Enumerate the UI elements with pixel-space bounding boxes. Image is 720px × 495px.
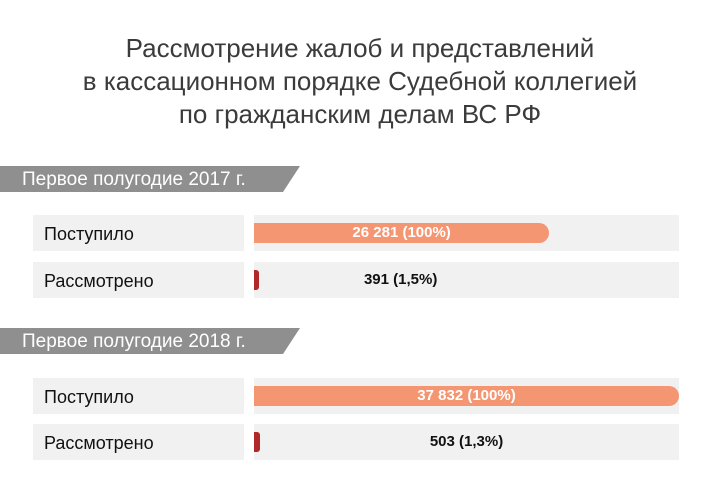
row-label-2017-reviewed: Рассмотрено	[33, 262, 244, 298]
chart-title-line-3: по гражданским делам ВС РФ	[178, 99, 542, 129]
row-label-2017-received: Поступило	[33, 215, 244, 251]
section-tag-shape	[0, 328, 300, 354]
bar-track-2018-received: 37 832 (100%)	[254, 378, 679, 414]
data-label-2017-reviewed: 391 (1,5%)	[363, 271, 438, 288]
data-label-2018-reviewed: 503 (1,3%)	[429, 433, 504, 450]
chart-title-line-2: в кассационном порядке Судебной коллегие…	[82, 66, 638, 96]
section-tag-2018: Первое полугодие 2018 г.	[0, 328, 300, 354]
section-label-2017: Первое полугодие 2017 г.	[22, 169, 246, 190]
section-tag-shape	[0, 166, 300, 192]
chart-title: Рассмотрение жалоб и представлений в кас…	[0, 32, 720, 131]
category-label: Поступило	[44, 387, 134, 407]
category-label: Рассмотрено	[44, 433, 154, 453]
section-label-2018: Первое полугодие 2018 г.	[22, 331, 246, 352]
data-label-2017-received: 26 281 (100%)	[352, 224, 451, 241]
bar-track-2017-reviewed: 391 (1,5%)	[254, 262, 679, 298]
bar-2018-reviewed	[254, 432, 260, 452]
bar-2017-received	[254, 223, 550, 243]
bar-2017-reviewed	[254, 270, 259, 290]
bar-track-2017-received: 26 281 (100%)	[254, 215, 679, 251]
bar-track-2018-reviewed: 503 (1,3%)	[254, 424, 679, 460]
category-label: Поступило	[44, 224, 134, 244]
row-label-2018-reviewed: Рассмотрено	[33, 424, 244, 460]
category-label: Рассмотрено	[44, 271, 154, 291]
row-label-2018-received: Поступило	[33, 378, 244, 414]
chart-title-line-1: Рассмотрение жалоб и представлений	[125, 33, 595, 63]
data-label-2018-received: 37 832 (100%)	[417, 387, 516, 404]
section-tag-2017: Первое полугодие 2017 г.	[0, 166, 300, 192]
bar-2018-received	[254, 386, 679, 406]
